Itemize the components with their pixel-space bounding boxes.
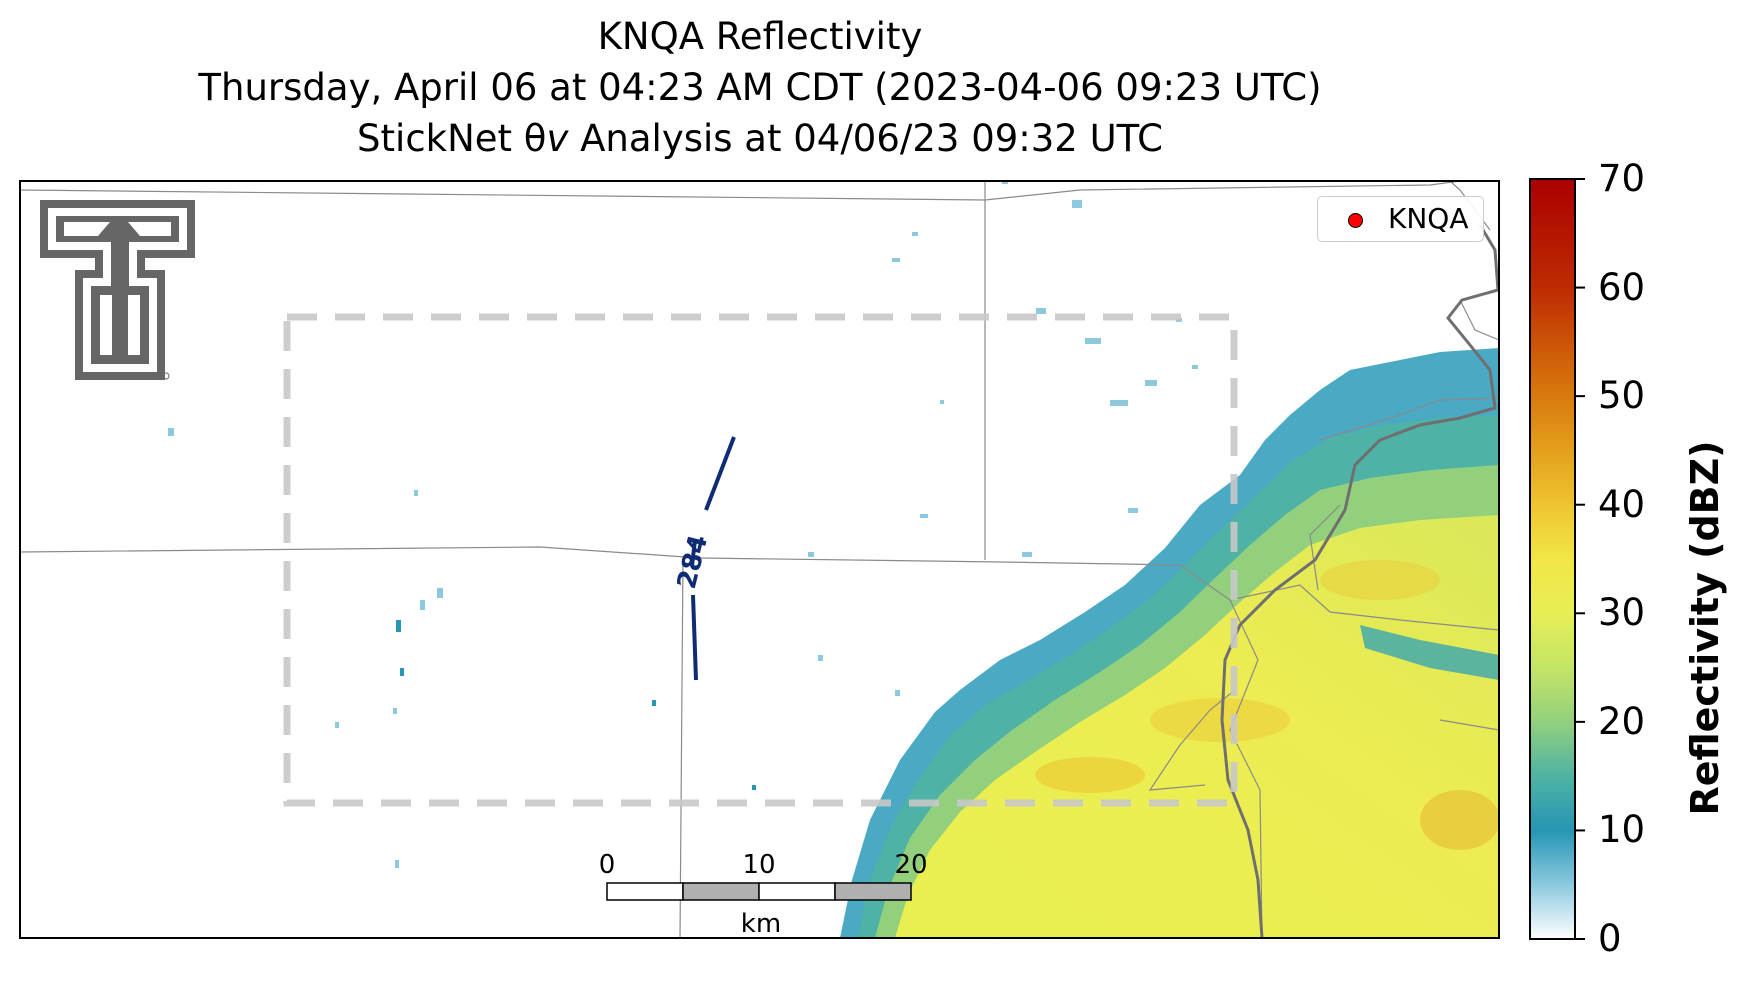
chart-subtitle-time: Thursday, April 06 at 04:23 AM CDT (2023… bbox=[198, 66, 1322, 109]
colorbar-tick-label: 60 bbox=[1598, 265, 1646, 309]
scale-tick-20: 20 bbox=[894, 850, 928, 880]
colorbar-ticks bbox=[1575, 178, 1585, 940]
scale-unit: km bbox=[740, 909, 782, 939]
colorbar-tick-label: 0 bbox=[1598, 917, 1622, 960]
map-legend: KNQA bbox=[1317, 196, 1484, 242]
colorbar-tick-label: 40 bbox=[1598, 482, 1646, 526]
colorbar bbox=[1529, 178, 1576, 940]
scale-bar bbox=[606, 882, 912, 901]
radar-site-marker bbox=[1348, 213, 1363, 228]
colorbar-tick-label: 50 bbox=[1598, 374, 1646, 418]
colorbar-tick-label: 20 bbox=[1598, 699, 1646, 743]
theta-v-contour bbox=[690, 436, 736, 681]
colorbar-tick-label: 70 bbox=[1598, 157, 1646, 200]
chart-title: KNQA Reflectivity bbox=[597, 15, 923, 58]
colorbar-label: Reflectivity (dBZ) bbox=[1683, 440, 1727, 816]
county-lines bbox=[20, 181, 1499, 938]
scale-tick-0: 0 bbox=[598, 850, 616, 880]
state-border bbox=[1220, 224, 1499, 938]
colorbar-tick-label: 30 bbox=[1598, 591, 1646, 635]
radar-echoes bbox=[840, 348, 1499, 938]
radar-clutter bbox=[168, 181, 1198, 868]
chart-subtitle-analysis: StickNet θv Analysis at 04/06/23 09:32 U… bbox=[357, 117, 1163, 160]
map-frame bbox=[19, 180, 1500, 939]
texas-tech-logo bbox=[40, 200, 195, 380]
scale-tick-10: 10 bbox=[742, 850, 776, 880]
legend-label: KNQA bbox=[1388, 202, 1469, 235]
colorbar-tick-label: 10 bbox=[1598, 808, 1646, 852]
